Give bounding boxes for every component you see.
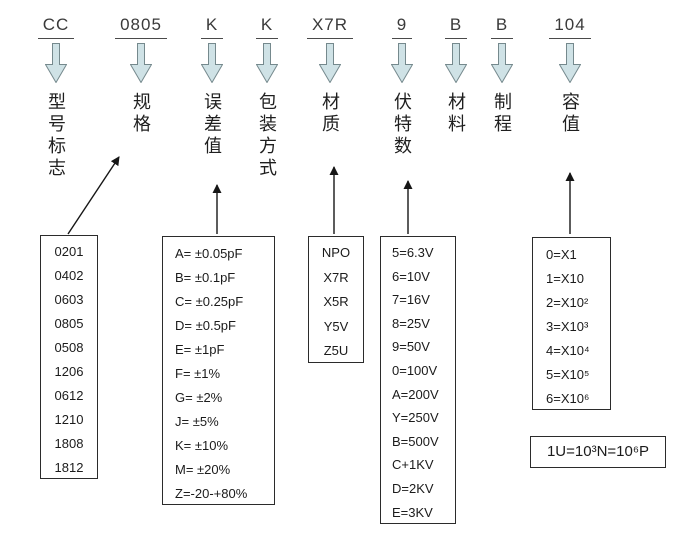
segment-code: K xyxy=(255,15,279,40)
segment-col-model-mark: CC 型号标志 xyxy=(11,15,101,180)
segment-label: 制程 xyxy=(492,92,512,137)
segment-code: B xyxy=(490,15,514,40)
down-block-arrow-icon xyxy=(45,43,67,84)
tolerance-code: K= ±10% xyxy=(175,438,229,453)
segment-code: 104 xyxy=(549,15,591,40)
voltage-code: 7=16V xyxy=(392,292,430,308)
segment-col-spec: 0805 规格 xyxy=(96,15,186,136)
multiplier-table: 0=X1 1=X10 2=X10² 3=X10³ 4=X10⁴ 5=X10⁵ 6=X10⁶ xyxy=(532,237,611,410)
tolerance-code: M= ±20% xyxy=(175,462,231,477)
tolerance-code: C= ±0.25pF xyxy=(175,294,244,309)
voltage-code: 0=100V xyxy=(392,362,438,378)
segment-col-tolerance: K 误差值 xyxy=(167,15,257,158)
tolerance-code: D= ±0.5pF xyxy=(175,318,236,333)
dielectric-code: X7R xyxy=(323,269,349,285)
dielectric-code: X5R xyxy=(323,294,349,309)
segment-label: 材料 xyxy=(446,92,466,137)
size-code: 1210 xyxy=(54,412,84,427)
tolerance-code: A= ±0.05pF xyxy=(175,246,243,261)
tolerance-code: Z=-20-+80% xyxy=(175,486,248,501)
tolerance-code: E= ±1pF xyxy=(175,342,225,357)
down-block-arrow-icon xyxy=(130,43,152,84)
multiplier-code: 5=X10⁵ xyxy=(546,367,590,382)
size-code: 0612 xyxy=(54,388,84,403)
dielectric-table: NPO X7R X5R Y5V Z5U xyxy=(308,236,364,363)
voltage-code: 5=6.3V xyxy=(392,245,434,260)
size-code: 0201 xyxy=(54,244,84,259)
size-code: 1206 xyxy=(54,364,84,379)
tolerance-code: J= ±5% xyxy=(175,414,219,429)
multiplier-code: 3=X10³ xyxy=(546,319,589,334)
down-block-arrow-icon xyxy=(391,43,413,84)
size-code: 0805 xyxy=(54,316,84,331)
segment-code: CC xyxy=(37,15,75,40)
dielectric-code: Y5V xyxy=(323,318,349,334)
tolerance-code: G= ±2% xyxy=(175,390,223,405)
segment-label: 伏特数 xyxy=(392,92,412,159)
segment-col-material: B 材料 xyxy=(411,15,501,136)
voltage-code: 9=50V xyxy=(392,339,430,355)
segment-code: 0805 xyxy=(115,15,167,40)
voltage-code: 8=25V xyxy=(392,315,430,331)
voltage-code: D=2KV xyxy=(392,480,434,496)
down-block-arrow-icon xyxy=(559,43,581,84)
segment-label: 包装方式 xyxy=(257,92,277,181)
multiplier-code: 0=X1 xyxy=(546,247,577,262)
down-block-arrow-icon xyxy=(256,43,278,84)
voltage-code: Y=250V xyxy=(392,410,439,426)
tolerance-code: F= ±1% xyxy=(175,366,221,381)
multiplier-code: 2=X10² xyxy=(546,295,589,310)
size-code: 0508 xyxy=(54,340,84,355)
segment-label: 规格 xyxy=(131,92,151,137)
tolerance-code: B= ±0.1pF xyxy=(175,270,236,285)
segment-col-voltage: 9 伏特数 xyxy=(357,15,447,158)
size-code: 1812 xyxy=(54,460,84,475)
size-code: 1808 xyxy=(54,436,84,451)
down-block-arrow-icon xyxy=(319,43,341,84)
size-code: 0603 xyxy=(54,292,84,307)
segment-col-dielectric: X7R 材质 xyxy=(285,15,375,136)
down-block-arrow-icon xyxy=(445,43,467,84)
segment-col-process: B 制程 xyxy=(457,15,547,136)
down-block-arrow-icon xyxy=(201,43,223,84)
segment-code: X7R xyxy=(306,15,354,40)
down-block-arrow-icon xyxy=(491,43,513,84)
voltage-code: A=200V xyxy=(392,386,439,402)
size-codes-table: 0201 0402 0603 0805 0508 1206 0612 1210 1808 1812 xyxy=(40,235,98,479)
multiplier-code: 1=X10 xyxy=(546,271,584,286)
dielectric-code: Z5U xyxy=(323,343,349,358)
segment-code: K xyxy=(200,15,224,40)
voltage-code: E=3KV xyxy=(392,504,433,520)
voltage-code: 6=10V xyxy=(392,268,430,284)
size-code: 0402 xyxy=(54,268,84,283)
segment-code: 9 xyxy=(391,15,413,40)
segment-col-packaging: K 包装方式 xyxy=(222,15,312,180)
segment-col-capacitance: 104 容值 xyxy=(525,15,615,136)
multiplier-code: 4=X10⁴ xyxy=(546,343,590,358)
voltage-code: B=500V xyxy=(392,433,439,449)
segment-label: 误差值 xyxy=(202,92,222,159)
voltage-code: C+1KV xyxy=(392,457,434,473)
segment-label: 型号标志 xyxy=(46,92,66,181)
segment-label: 容值 xyxy=(560,92,580,137)
unit-conversion-note: 1U=10³N=10⁶P xyxy=(530,436,666,468)
multiplier-code: 6=X10⁶ xyxy=(546,391,590,406)
segment-label: 材质 xyxy=(320,92,340,137)
tolerance-table: A= ±0.05pF B= ±0.1pF C= ±0.25pF D= ±0.5pF E=… xyxy=(162,236,275,505)
dielectric-code: NPO xyxy=(321,245,351,260)
segment-code: B xyxy=(444,15,468,40)
voltage-table: 5=6.3V 6=10V 7=16V 8=25V 9=50V 0=100V A=200V Y=… xyxy=(380,236,456,524)
